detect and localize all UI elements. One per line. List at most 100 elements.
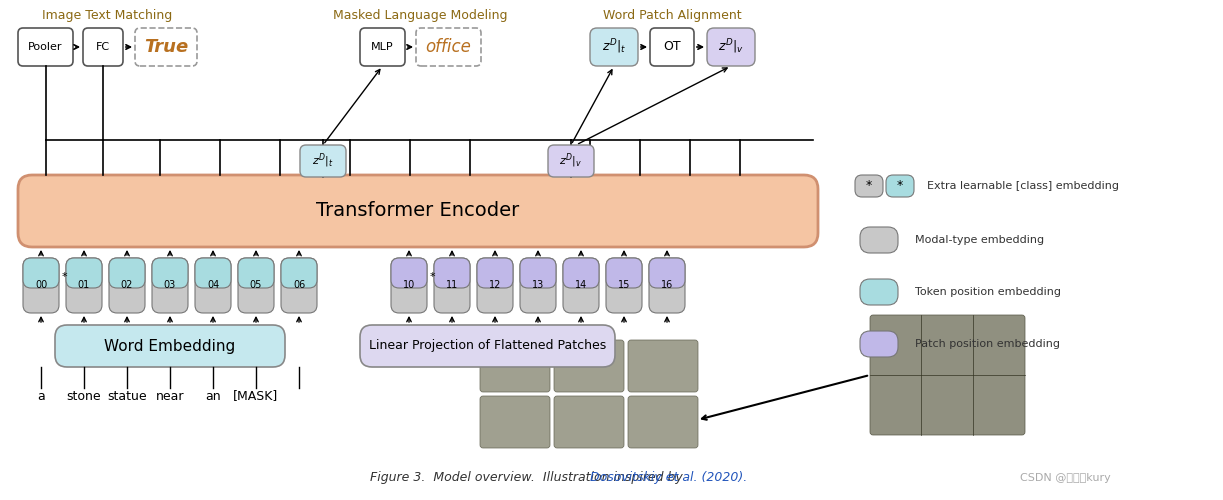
FancyBboxPatch shape [649, 258, 685, 313]
FancyBboxPatch shape [66, 258, 102, 313]
FancyBboxPatch shape [554, 396, 624, 448]
Text: 02: 02 [121, 280, 133, 290]
Text: Token position embedding: Token position embedding [915, 287, 1062, 297]
FancyBboxPatch shape [479, 396, 550, 448]
FancyBboxPatch shape [109, 258, 146, 288]
Text: Pooler: Pooler [28, 42, 62, 52]
FancyBboxPatch shape [520, 258, 556, 313]
Text: 06: 06 [292, 280, 305, 290]
FancyBboxPatch shape [391, 258, 427, 288]
Text: 00: 00 [35, 280, 48, 290]
Text: stone: stone [67, 390, 102, 402]
Text: a: a [37, 390, 45, 402]
Text: 05: 05 [249, 280, 262, 290]
Text: 01: 01 [78, 280, 91, 290]
Text: *: * [61, 272, 67, 282]
FancyBboxPatch shape [649, 28, 693, 66]
FancyBboxPatch shape [238, 258, 274, 313]
FancyBboxPatch shape [83, 28, 124, 66]
Text: [MASK]: [MASK] [234, 390, 279, 402]
Text: *: * [866, 180, 872, 192]
Text: 14: 14 [575, 280, 587, 290]
FancyBboxPatch shape [554, 340, 624, 392]
FancyBboxPatch shape [152, 258, 188, 313]
FancyBboxPatch shape [479, 340, 550, 392]
Text: $z^D|_t$: $z^D|_t$ [602, 38, 626, 56]
FancyBboxPatch shape [860, 279, 898, 305]
FancyBboxPatch shape [589, 28, 638, 66]
Text: 10: 10 [402, 280, 415, 290]
Text: 11: 11 [446, 280, 459, 290]
FancyBboxPatch shape [860, 331, 898, 357]
FancyBboxPatch shape [434, 258, 470, 313]
FancyBboxPatch shape [66, 258, 102, 288]
FancyBboxPatch shape [627, 340, 698, 392]
Text: CSDN @栗栗子kury: CSDN @栗栗子kury [1020, 473, 1110, 483]
Text: MLP: MLP [372, 42, 394, 52]
FancyBboxPatch shape [23, 258, 59, 288]
Text: Word Patch Alignment: Word Patch Alignment [603, 10, 742, 22]
Text: Dosovitskiy et al. (2020).: Dosovitskiy et al. (2020). [589, 472, 747, 484]
Text: 13: 13 [532, 280, 544, 290]
FancyBboxPatch shape [870, 315, 1025, 435]
Text: Masked Language Modeling: Masked Language Modeling [333, 10, 508, 22]
FancyBboxPatch shape [649, 258, 685, 288]
FancyBboxPatch shape [548, 145, 594, 177]
Text: True: True [144, 38, 188, 56]
FancyBboxPatch shape [434, 258, 470, 288]
Text: $z^D|_v$: $z^D|_v$ [559, 152, 582, 171]
Text: *: * [896, 180, 903, 192]
Text: 03: 03 [164, 280, 176, 290]
Text: $z^D|_v$: $z^D|_v$ [718, 38, 744, 56]
Text: 12: 12 [489, 280, 501, 290]
FancyBboxPatch shape [477, 258, 512, 288]
Text: FC: FC [95, 42, 110, 52]
Text: Modal-type embedding: Modal-type embedding [915, 235, 1044, 245]
Text: 15: 15 [618, 280, 630, 290]
Text: Extra learnable [class] embedding: Extra learnable [class] embedding [927, 181, 1119, 191]
Text: 04: 04 [207, 280, 219, 290]
Text: Patch position embedding: Patch position embedding [915, 339, 1060, 349]
FancyBboxPatch shape [152, 258, 188, 288]
FancyBboxPatch shape [607, 258, 642, 313]
Text: office: office [426, 38, 471, 56]
FancyBboxPatch shape [360, 325, 615, 367]
FancyBboxPatch shape [563, 258, 599, 313]
Text: OT: OT [663, 40, 681, 54]
Text: Transformer Encoder: Transformer Encoder [317, 202, 520, 220]
FancyBboxPatch shape [55, 325, 285, 367]
Text: Linear Projection of Flattened Patches: Linear Projection of Flattened Patches [369, 340, 607, 352]
Text: $z^D|_t$: $z^D|_t$ [312, 152, 334, 171]
FancyBboxPatch shape [416, 28, 481, 66]
FancyBboxPatch shape [238, 258, 274, 288]
FancyBboxPatch shape [194, 258, 231, 288]
Text: Figure 3.  Model overview.  Illustration inspired by: Figure 3. Model overview. Illustration i… [371, 472, 687, 484]
FancyBboxPatch shape [281, 258, 317, 288]
Text: Image Text Matching: Image Text Matching [43, 10, 172, 22]
FancyBboxPatch shape [281, 258, 317, 313]
FancyBboxPatch shape [391, 258, 427, 313]
FancyBboxPatch shape [607, 258, 642, 288]
FancyBboxPatch shape [23, 258, 59, 313]
Text: *: * [429, 272, 435, 282]
FancyBboxPatch shape [300, 145, 346, 177]
FancyBboxPatch shape [563, 258, 599, 288]
Text: statue: statue [108, 390, 147, 402]
Text: 16: 16 [660, 280, 673, 290]
FancyBboxPatch shape [135, 28, 197, 66]
FancyBboxPatch shape [18, 28, 73, 66]
FancyBboxPatch shape [194, 258, 231, 313]
FancyBboxPatch shape [627, 396, 698, 448]
FancyBboxPatch shape [360, 28, 405, 66]
Text: near: near [155, 390, 185, 402]
FancyBboxPatch shape [18, 175, 818, 247]
FancyBboxPatch shape [520, 258, 556, 288]
FancyBboxPatch shape [860, 227, 898, 253]
FancyBboxPatch shape [477, 258, 512, 313]
Text: an: an [205, 390, 221, 402]
FancyBboxPatch shape [885, 175, 914, 197]
FancyBboxPatch shape [109, 258, 146, 313]
FancyBboxPatch shape [707, 28, 755, 66]
Text: Word Embedding: Word Embedding [104, 338, 236, 353]
FancyBboxPatch shape [855, 175, 883, 197]
